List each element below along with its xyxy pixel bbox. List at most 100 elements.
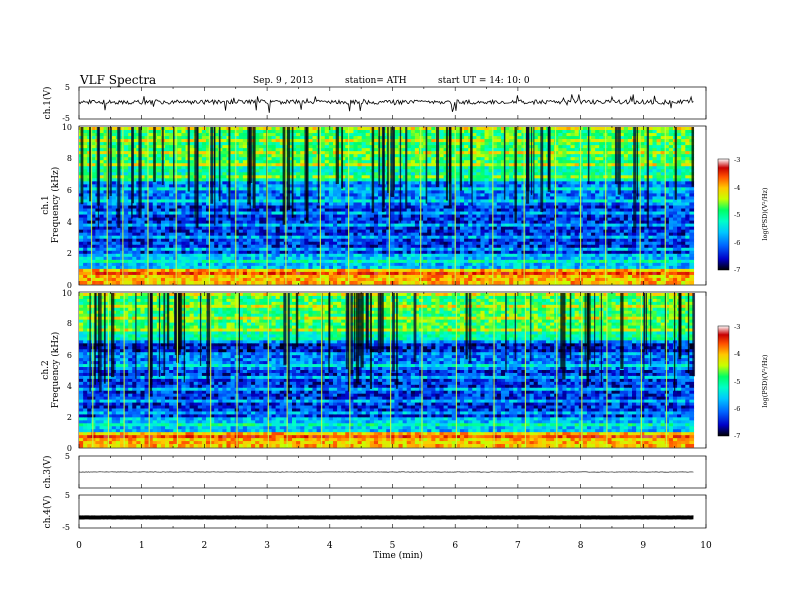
spectrogram-cell [554, 172, 559, 176]
spectrogram-cell [279, 151, 285, 155]
spectrogram-cell [181, 166, 187, 170]
spectrogram-cell [373, 208, 379, 213]
spectrogram-cell [357, 214, 363, 219]
spectrogram-cell [566, 172, 572, 176]
spectrogram-cell [636, 202, 641, 207]
spectrogram-cell [427, 205, 432, 210]
spectrogram-cell [353, 142, 359, 146]
spectrogram-cell [681, 130, 686, 134]
spectrogram-cell [189, 178, 195, 182]
spectrogram-cell [451, 223, 457, 228]
spectrogram-cell [517, 187, 523, 191]
spectrogram-cell [652, 184, 658, 188]
spectrogram-cell [566, 214, 572, 219]
spectrogram-cell [537, 220, 543, 225]
spectrogram-cell [533, 139, 539, 143]
spectrogram-cell [398, 223, 404, 228]
spectrogram-cell [292, 196, 297, 201]
spectrogram-cell [627, 133, 633, 137]
spectrogram-cell [623, 175, 629, 179]
spectrogram-cell [205, 166, 211, 170]
spectrogram-cell [492, 217, 498, 222]
spectrogram-cell [611, 220, 617, 225]
spectrogram-cell [173, 187, 178, 191]
spectrogram-cell [349, 130, 355, 134]
spectrogram-cell [357, 199, 363, 204]
spectrogram-cell [378, 202, 383, 207]
spectrogram-cell [222, 211, 228, 216]
spectrogram-cell [402, 154, 408, 158]
spectrogram-cell [414, 217, 420, 222]
spectrogram-cell [664, 190, 670, 195]
spectrogram-cell [373, 157, 379, 161]
spectrogram-cell [566, 154, 572, 158]
spectrogram-cell [394, 130, 400, 134]
spectrogram-cell [259, 211, 264, 216]
spectrogram-cell [533, 136, 539, 140]
spectrogram-cell [83, 181, 88, 185]
spectrogram-cell [189, 205, 195, 210]
spectrogram-cell [271, 175, 277, 179]
spectrogram-cell [83, 136, 88, 140]
spectrogram-cell [234, 217, 240, 222]
spectrogram-cell [214, 196, 219, 201]
spectrogram-cell [83, 163, 88, 167]
spectrogram-cell [451, 217, 457, 222]
spectrogram-cell [201, 190, 207, 195]
spectrogram-cell [124, 181, 129, 185]
spectrogram-cell [214, 208, 219, 213]
spectrogram-cell [201, 187, 207, 191]
spectrogram-cell [505, 202, 510, 207]
spectrogram-cell [599, 148, 604, 152]
spectrogram-cell [292, 166, 297, 170]
spectrogram-cell [275, 184, 281, 188]
spectrogram-cell [484, 136, 490, 140]
spectrogram-cell [459, 160, 465, 164]
spectrogram-cell [107, 202, 113, 207]
spectrogram-cell [623, 127, 629, 131]
spectrogram-cell [111, 196, 117, 201]
spectrogram-cell [492, 181, 498, 185]
spectrogram-cell [476, 184, 482, 188]
spectrogram-cell [103, 160, 109, 164]
spectrogram-cell [132, 154, 137, 158]
spectrogram-cell [505, 223, 510, 228]
spectrogram-cell [263, 169, 269, 173]
spectrogram-cell [169, 148, 174, 152]
spectrogram-cell [275, 157, 281, 161]
spectrogram-cell [99, 136, 105, 140]
spectrogram-cell [173, 220, 178, 225]
spectrogram-cell [279, 208, 285, 213]
spectrogram-cell [611, 181, 617, 185]
spectrogram-cell [435, 190, 441, 195]
spectrogram-cell [275, 190, 281, 195]
spectrogram-cell [402, 190, 408, 195]
spectrogram-cell [99, 184, 105, 188]
spectrogram-cell [222, 157, 228, 161]
spectrogram-cell [554, 190, 559, 195]
spectrogram-cell [545, 199, 551, 204]
spectrogram-cell [320, 166, 326, 170]
spectrogram-cell [496, 196, 502, 201]
spectrogram-cell [488, 181, 494, 185]
spectrogram-cell [234, 163, 240, 167]
spectrogram-cell [156, 130, 162, 134]
spectrogram-cell [353, 175, 359, 179]
spectrogram-cell [324, 127, 330, 131]
spectrogram-cell [177, 199, 183, 204]
spectrogram-cell [480, 166, 486, 170]
spectrogram-cell [677, 172, 682, 176]
spectrogram-cell [464, 175, 469, 179]
spectrogram-cell [242, 190, 248, 195]
spectrogram-cell [132, 130, 137, 134]
spectrogram-cell [455, 142, 461, 146]
spectrogram-cell [238, 130, 244, 134]
spectrogram-cell [517, 166, 523, 170]
spectrogram-cell [464, 205, 469, 210]
spectrogram-cell [251, 211, 256, 216]
spectrogram-cell [660, 190, 666, 195]
spectrogram-cell [660, 184, 666, 188]
spectrogram-cell [222, 166, 228, 170]
spectrogram-cell [156, 226, 162, 231]
spectrogram-cell [201, 148, 207, 152]
